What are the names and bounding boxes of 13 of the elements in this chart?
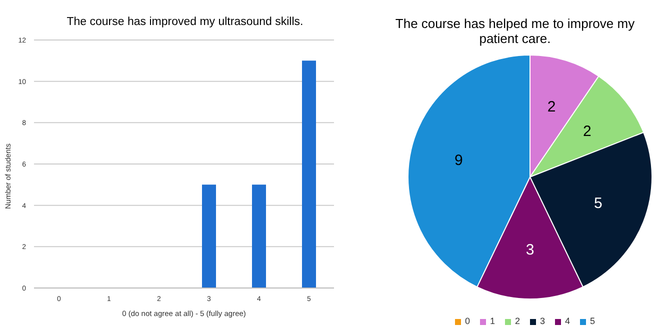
legend-label: 2: [514, 316, 520, 326]
legend-label: 4: [565, 316, 570, 326]
legend-label: 0: [464, 316, 470, 326]
data-label: 3: [526, 242, 534, 259]
legend-label: 3: [540, 316, 546, 326]
data-label: 2: [547, 98, 556, 116]
legend-label: 1: [490, 316, 495, 326]
data-label: 5: [594, 195, 602, 212]
legend-label: 5: [590, 316, 596, 326]
data-label: 2: [583, 122, 592, 140]
data-label: 9: [454, 152, 463, 170]
chart-title: The course has improved my ultrasound skills.: [66, 16, 304, 28]
chart-title: The course has helped me to improve my patient care.: [394, 16, 636, 46]
